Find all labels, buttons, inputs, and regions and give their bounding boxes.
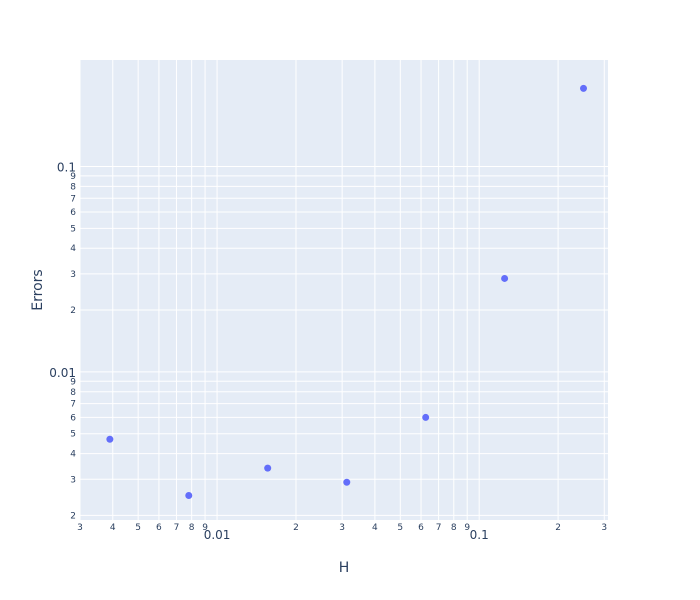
y-tick-label: 9 [70,172,76,182]
y-tick-label: 4 [70,244,76,254]
x-gridlines [79,60,605,520]
x-tick-label: 0.01 [204,528,231,542]
x-tick-label: 3 [77,523,83,533]
x-tick-label: 6 [156,523,162,533]
x-tick-label: 8 [189,523,195,533]
data-markers [106,84,588,500]
x-tick-label: 4 [372,523,378,533]
x-tick-label: 2 [555,523,561,533]
data-point [580,84,588,92]
x-tick-label: 9 [202,523,208,533]
data-point [501,274,509,282]
data-point [106,435,114,443]
y-tick-label: 9 [70,377,76,387]
data-point [343,478,351,486]
y-tick-label: 7 [70,400,76,410]
y-tick-label: 2 [70,511,76,521]
y-tick-label: 6 [70,413,76,423]
y-tick-label: 8 [70,388,76,398]
y-tick-label: 6 [70,208,76,218]
x-tick-label: 7 [436,523,442,533]
data-point [422,413,430,421]
y-tick-label: 5 [70,430,76,440]
x-tick-label: 4 [110,523,116,533]
x-tick-label: 9 [464,523,470,533]
y-tick-label: 3 [70,270,76,280]
x-tick-label: 6 [418,523,424,533]
x-tick-label: 0.1 [470,528,489,542]
x-tick-labels: 3 4 5 6 7 8 90.01 2 3 4 5 6 7 8 9 0.1 2 3 [77,523,607,542]
x-tick-label: 5 [397,523,403,533]
y-tick-label: 4 [70,450,76,460]
x-tick-label: 2 [293,523,299,533]
y-tick-label: 2 [70,306,76,316]
y-tick-label: 8 [70,182,76,192]
x-tick-label: 3 [601,523,607,533]
x-axis-title: H [339,560,350,576]
data-point [185,492,193,500]
x-tick-label: 7 [174,523,180,533]
data-point [264,464,272,472]
x-tick-label: 8 [451,523,457,533]
y-tick-label: 0.1 [57,160,76,174]
y-tick-label: 5 [70,224,76,234]
y-tick-label: 3 [70,475,76,485]
x-tick-label: 3 [339,523,345,533]
y-tick-label: 0.01 [49,366,76,380]
y-axis-title: Errors [30,269,46,310]
y-tick-label: 7 [70,194,76,204]
x-tick-label: 5 [135,523,141,533]
y-gridlines [80,165,608,516]
plot-area [80,60,608,520]
